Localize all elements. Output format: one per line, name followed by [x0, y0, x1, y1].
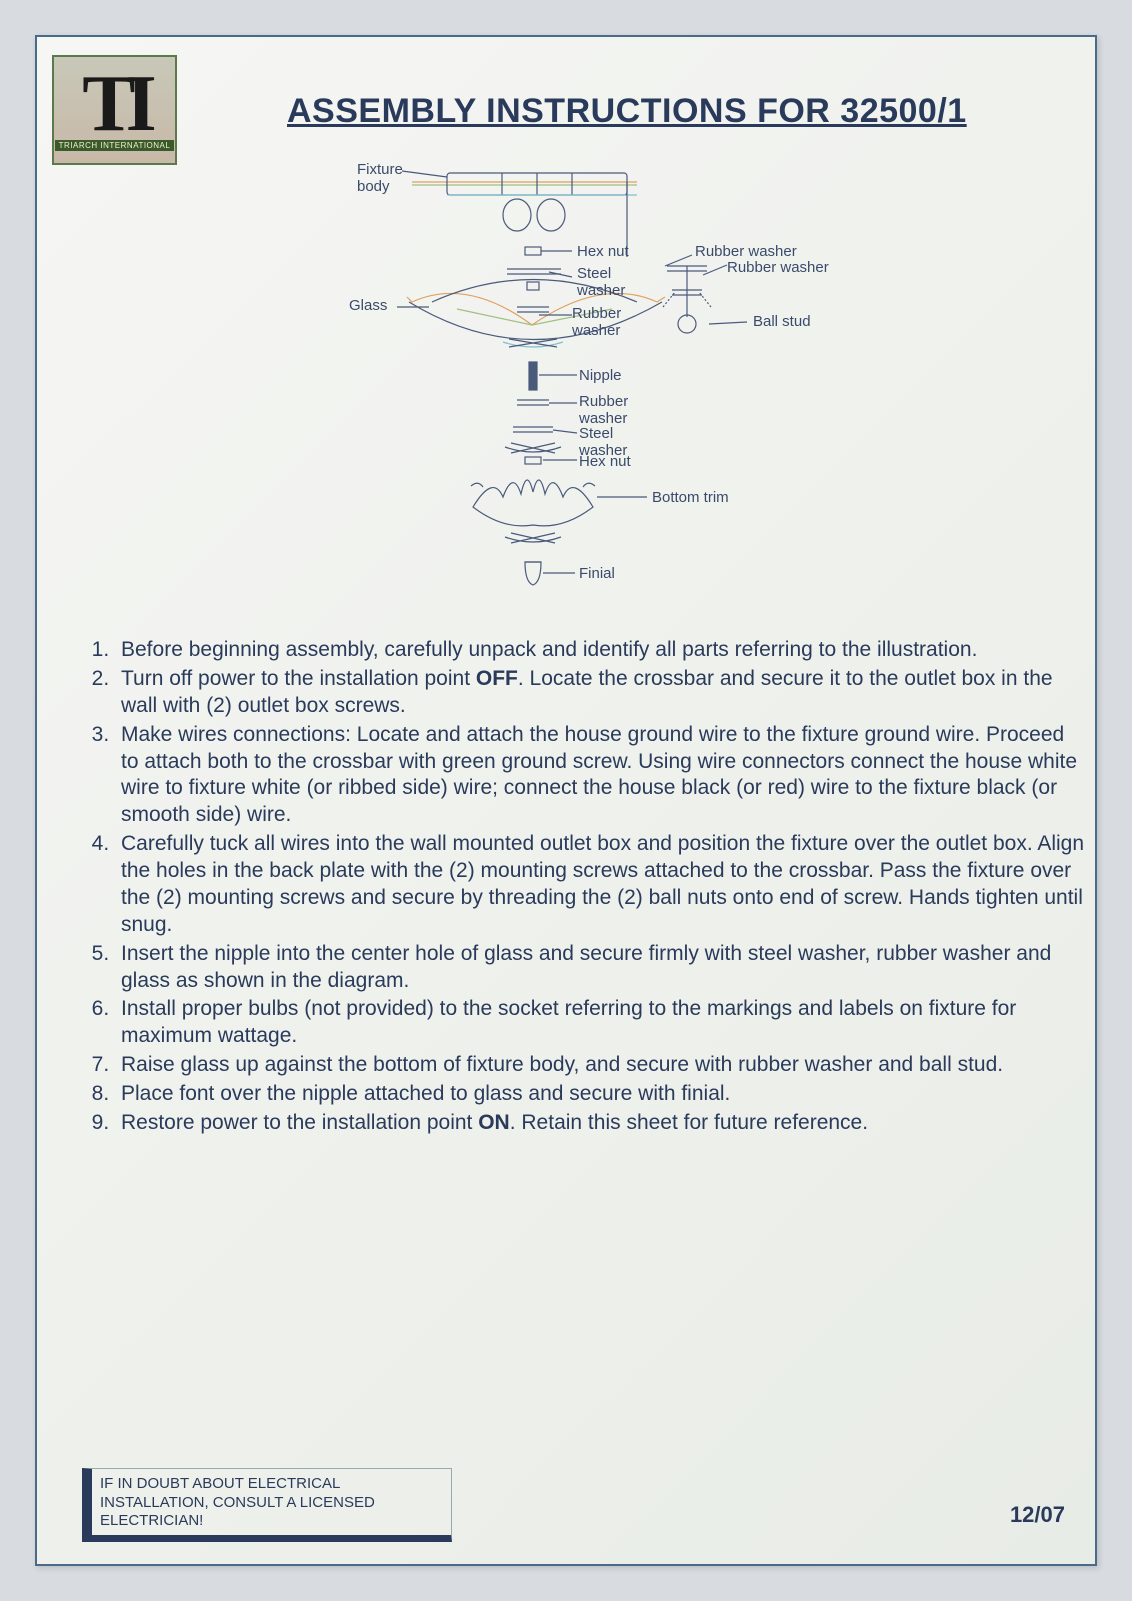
- label-glass: Glass: [349, 297, 387, 314]
- label-ball-stud: Ball stud: [753, 313, 811, 330]
- label-rubber-washer-r2: Rubber washer: [727, 259, 829, 276]
- step-7: Raise glass up against the bottom of fix…: [115, 1052, 1087, 1079]
- label-finial: Finial: [579, 565, 615, 582]
- label-steel-washer-top: Steelwasher: [577, 265, 625, 299]
- logo-subtext: TRIARCH INTERNATIONAL: [55, 140, 175, 151]
- page: TI TRIARCH INTERNATIONAL ASSEMBLY INSTRU…: [35, 35, 1097, 1566]
- logo: TI TRIARCH INTERNATIONAL: [52, 55, 177, 165]
- label-rubber-washer-mid: Rubberwasher: [579, 393, 628, 427]
- step-1: Before beginning assembly, carefully unp…: [115, 637, 1087, 664]
- label-bottom-trim: Bottom trim: [652, 489, 729, 506]
- footer-warning: IF IN DOUBT ABOUT ELECTRICAL INSTALLATIO…: [82, 1468, 452, 1542]
- diagram-svg: [317, 157, 877, 612]
- instruction-steps: Before beginning assembly, carefully unp…: [77, 637, 1087, 1139]
- step-8: Place font over the nipple attached to g…: [115, 1081, 1087, 1108]
- footer-date: 12/07: [1010, 1502, 1065, 1528]
- page-title: ASSEMBLY INSTRUCTIONS FOR 32500/1: [287, 92, 967, 131]
- label-hex-nut-top: Hex nut: [577, 243, 629, 260]
- step-2: Turn off power to the installation point…: [115, 666, 1087, 720]
- label-fixture-body: Fixturebody: [357, 161, 403, 195]
- label-rubber-washer-top: Rubberwasher: [572, 305, 621, 339]
- label-hex-nut-mid: Hex nut: [579, 453, 631, 470]
- label-rubber-washer-r1: Rubber washer: [695, 243, 797, 260]
- step-9: Restore power to the installation point …: [115, 1110, 1087, 1137]
- step-3: Make wires connections: Locate and attac…: [115, 722, 1087, 830]
- step-5: Insert the nipple into the center hole o…: [115, 941, 1087, 995]
- assembly-diagram: Fixturebody Glass Hex nut Steelwasher Ru…: [317, 157, 877, 612]
- step-6: Install proper bulbs (not provided) to t…: [115, 996, 1087, 1050]
- logo-letters: TI: [82, 70, 147, 138]
- step-4: Carefully tuck all wires into the wall m…: [115, 831, 1087, 939]
- label-nipple: Nipple: [579, 367, 622, 384]
